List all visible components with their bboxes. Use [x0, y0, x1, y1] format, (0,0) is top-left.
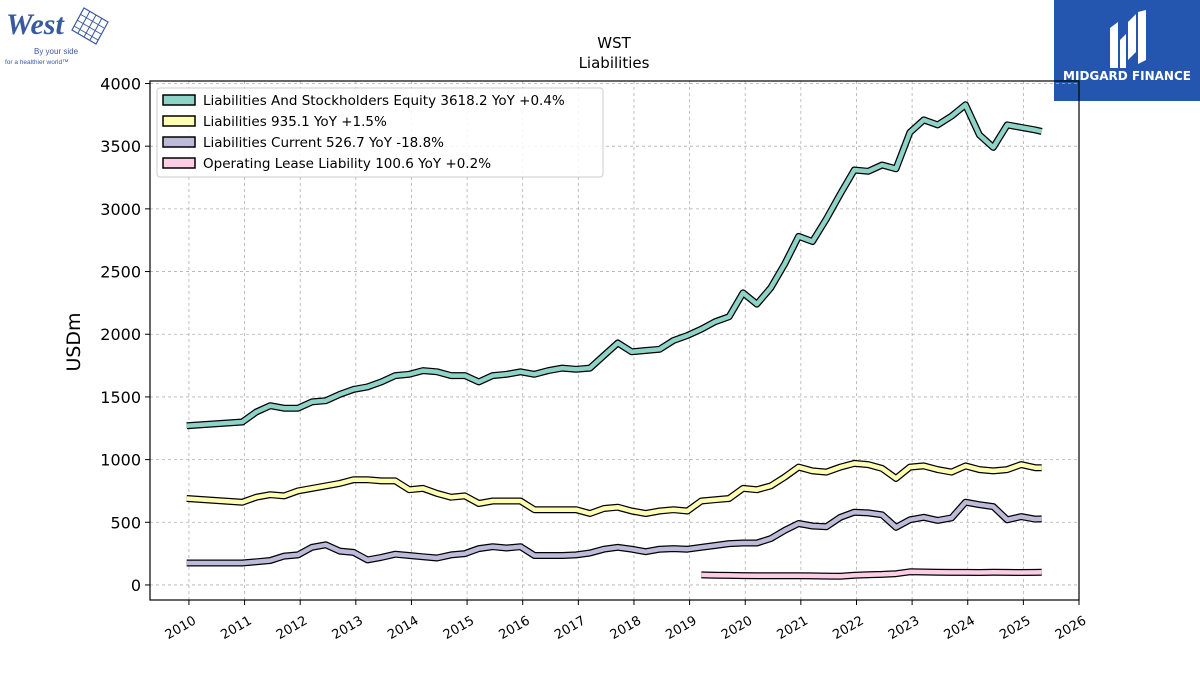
x-tick-label: 2021 — [775, 613, 811, 643]
series-lines — [186, 101, 1043, 580]
series-line-operating-lease-liability — [701, 569, 1042, 579]
y-tick-label: 3500 — [100, 137, 141, 156]
series-outline-liabilities-current — [186, 498, 1042, 567]
brand-logo-icon — [1110, 10, 1146, 68]
legend: Liabilities And Stockholders Equity 3618… — [156, 87, 604, 178]
brand-badge-background — [1054, 0, 1200, 101]
x-tick-label: 2016 — [497, 613, 533, 643]
x-tick-label: 2023 — [886, 613, 922, 643]
x-tick-label: 2025 — [997, 613, 1033, 643]
company-logo-name: West — [6, 8, 65, 41]
y-axis-label: USDm — [63, 312, 85, 371]
x-axis: 2010 2011 2012 2013 2014 2015 2016 2017 2018 2019… — [163, 600, 1089, 643]
legend-swatch — [162, 136, 196, 148]
company-logo-tagline-2: for a healthier world™ — [5, 59, 69, 66]
series-line-liabilities-and-stockholders-equity — [186, 102, 1043, 428]
company-logo-tagline: By your side — [34, 47, 79, 56]
series-line-liabilities-current — [186, 499, 1042, 566]
chart-subtitle: Liabilities — [579, 54, 650, 72]
x-tick-label: 2012 — [274, 613, 310, 643]
company-logo-mark-icon — [71, 7, 109, 45]
x-tick-label: 2019 — [663, 613, 699, 643]
y-tick-label: 1500 — [100, 388, 141, 407]
legend-swatch — [162, 94, 196, 106]
x-tick-label: 2024 — [942, 613, 978, 643]
legend-label: Liabilities 935.1 YoY +1.5% — [203, 114, 387, 130]
legend-label: Liabilities Current 526.7 YoY -18.8% — [203, 135, 444, 151]
y-tick-label: 0 — [131, 576, 141, 595]
x-tick-label: 2015 — [441, 613, 477, 643]
company-logo: West By your side for a healthier world™ — [5, 7, 109, 66]
y-tick-label: 3000 — [100, 200, 141, 219]
x-tick-label: 2014 — [385, 613, 421, 643]
x-tick-label: 2013 — [330, 613, 366, 643]
x-tick-label: 2010 — [163, 613, 199, 643]
y-tick-label: 2500 — [100, 263, 141, 282]
y-tick-label: 500 — [110, 513, 141, 532]
y-tick-label: 4000 — [100, 75, 141, 94]
brand-badge: MIDGARD FINANCE — [1054, 0, 1200, 101]
y-tick-label: 2000 — [100, 325, 141, 344]
x-tick-label: 2020 — [719, 613, 755, 643]
chart-title: WST — [597, 34, 631, 52]
x-tick-label: 2011 — [218, 613, 254, 643]
legend-box — [156, 87, 604, 178]
x-tick-label: 2022 — [830, 613, 866, 643]
x-tick-label: 2026 — [1053, 613, 1089, 643]
legend-label: Operating Lease Liability 100.6 YoY +0.2… — [203, 156, 491, 172]
x-tick-label: 2017 — [552, 613, 588, 643]
y-tick-label: 1000 — [100, 451, 141, 470]
x-tick-label: 2018 — [608, 613, 644, 643]
plot-frame — [149, 80, 1080, 601]
legend-swatch — [162, 115, 196, 127]
y-axis: 0 500 1000 1500 2000 2500 3000 3500 4000 — [100, 75, 150, 595]
brand-name: MIDGARD FINANCE — [1063, 69, 1191, 83]
series-line-liabilities — [186, 461, 1042, 516]
legend-label: Liabilities And Stockholders Equity 3618… — [203, 93, 565, 109]
legend-swatch — [162, 157, 196, 169]
